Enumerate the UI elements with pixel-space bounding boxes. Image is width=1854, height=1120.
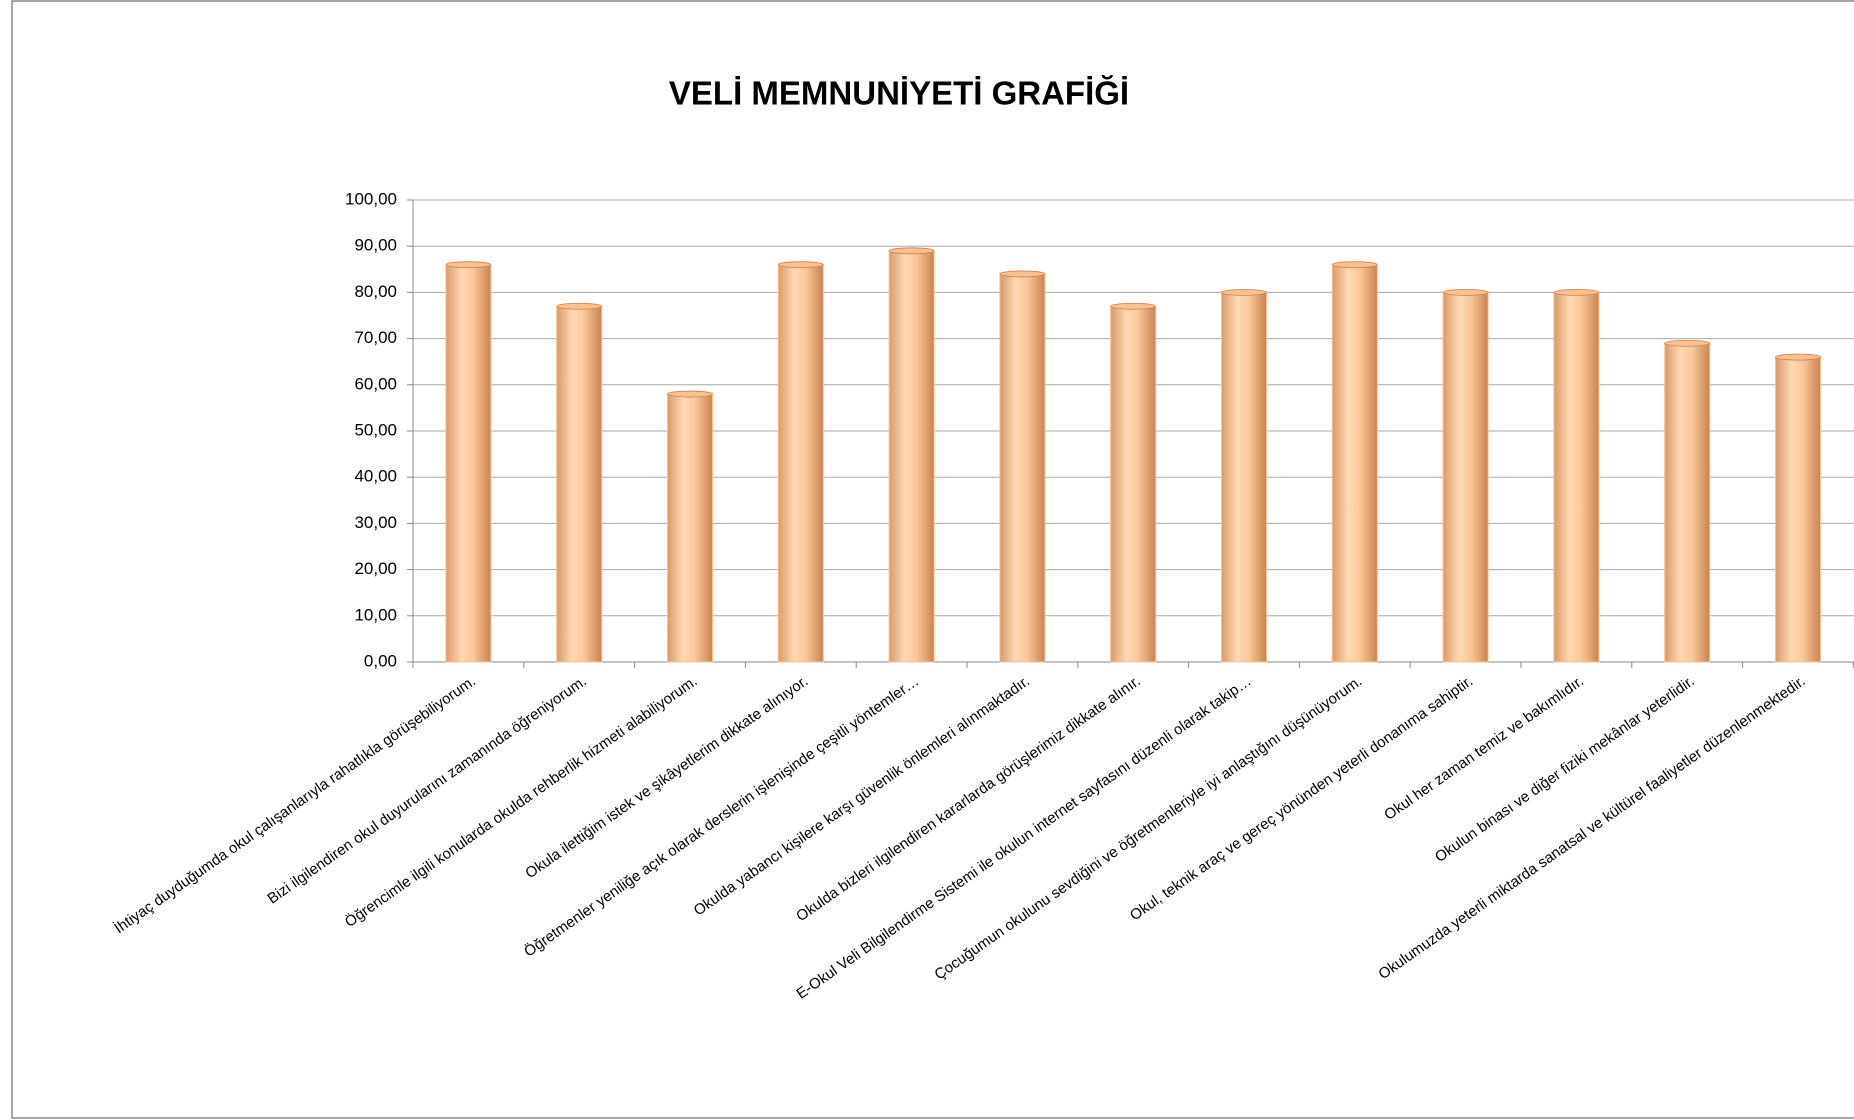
bar xyxy=(1110,302,1157,663)
bar-cap xyxy=(777,261,824,269)
bar-body xyxy=(777,264,824,663)
bar-body xyxy=(1664,342,1711,663)
bar xyxy=(556,302,603,663)
y-tick-label: 70,00 xyxy=(354,328,397,347)
bar-cap xyxy=(888,247,935,255)
bar-body xyxy=(556,305,603,663)
y-tick-label: 0,00 xyxy=(364,651,397,670)
bar xyxy=(445,261,492,663)
bar-cap xyxy=(999,270,1046,278)
bar xyxy=(1442,288,1489,663)
bar-body xyxy=(1775,356,1821,663)
bar xyxy=(1664,339,1711,663)
bar-cap xyxy=(1221,288,1267,296)
chart-title: VELİ MEMNUNİYETİ GRAFİĞİ xyxy=(669,75,1129,112)
bar-cap xyxy=(1442,288,1489,296)
bar-body xyxy=(667,393,713,663)
bar-body xyxy=(888,250,935,663)
y-tick-label: 60,00 xyxy=(354,374,397,393)
bar-body xyxy=(1331,264,1378,663)
y-tick-label: 90,00 xyxy=(354,236,397,255)
y-tick-label: 40,00 xyxy=(354,467,397,486)
bar-cap xyxy=(1775,353,1821,361)
bar-cap xyxy=(1110,302,1157,310)
y-tick-label: 30,00 xyxy=(354,513,397,532)
y-tick-label: 50,00 xyxy=(354,420,397,439)
bar-body xyxy=(999,273,1046,663)
y-tick-label: 80,00 xyxy=(354,282,397,301)
bar xyxy=(1331,261,1378,663)
bar xyxy=(777,261,824,663)
bar xyxy=(1775,353,1821,663)
bar-body xyxy=(445,264,492,663)
bar-cap xyxy=(1331,261,1378,269)
bar-cap xyxy=(556,302,603,310)
bar-body xyxy=(1221,291,1267,663)
y-tick-label: 10,00 xyxy=(354,605,397,624)
bar-cap xyxy=(667,390,713,398)
y-tick-label: 100,00 xyxy=(345,189,397,208)
bar xyxy=(999,270,1046,663)
bar xyxy=(1553,288,1600,663)
bar xyxy=(1221,288,1267,663)
bar-body xyxy=(1110,305,1157,663)
bar-body xyxy=(1553,291,1600,663)
bar-cap xyxy=(1664,339,1711,347)
bar-body xyxy=(1442,291,1489,663)
bar xyxy=(888,247,935,663)
bar-cap xyxy=(1553,288,1600,296)
bar-cap xyxy=(445,261,492,269)
bar xyxy=(667,390,713,663)
y-tick-label: 20,00 xyxy=(354,559,397,578)
